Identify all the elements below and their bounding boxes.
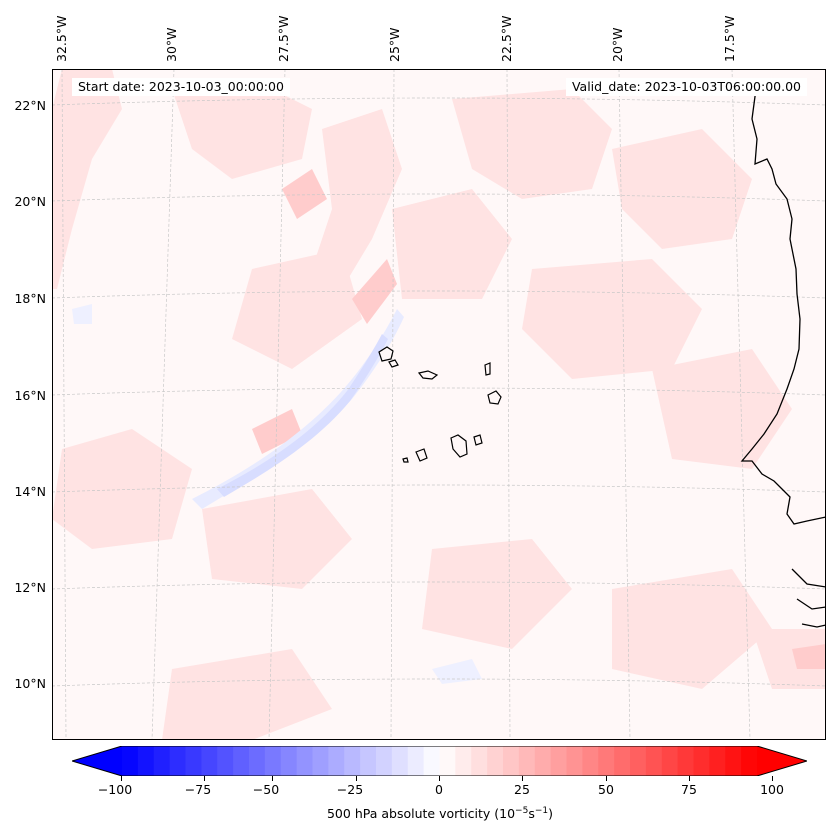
- lon-label: 32.5°W: [54, 15, 69, 62]
- colorbar-tickmark: [522, 776, 523, 781]
- colorbar-tick: 75: [681, 782, 697, 797]
- colorbar-swatch: [439, 746, 456, 776]
- colorbar-swatch: [455, 746, 472, 776]
- colorbar-swatch: [407, 746, 425, 776]
- lon-label: 20°W: [610, 27, 625, 62]
- colorbar-swatch: [741, 746, 758, 776]
- lon-label: 27.5°W: [276, 15, 291, 62]
- colorbar-swatch: [614, 746, 631, 776]
- colorbar-swatch: [693, 746, 710, 776]
- colorbar-tickmark: [439, 776, 440, 781]
- colorbar-label-close: ): [548, 806, 553, 822]
- map-area: [52, 69, 826, 740]
- graticule: [52, 69, 826, 740]
- colorbar-swatch: [630, 746, 647, 776]
- colorbar-swatch: [153, 746, 171, 776]
- vorticity-field: [52, 69, 826, 740]
- colorbar-swatch: [312, 746, 329, 776]
- colorbar-label-text: 500 hPa absolute vorticity (10: [326, 806, 516, 822]
- colorbar-label-exponent: −5: [515, 806, 529, 816]
- colorbar-swatch: [677, 746, 694, 776]
- positive-vorticity-strong: [252, 169, 826, 669]
- colorbar-tick: −100: [97, 782, 133, 797]
- colorbar-tick: 0: [435, 782, 443, 797]
- colorbar-tick: 25: [514, 782, 530, 797]
- lat-label: 18°N: [14, 291, 46, 306]
- colorbar-tick: −75: [184, 782, 212, 797]
- positive-vorticity-patches: [52, 69, 826, 740]
- colorbar-swatch: [534, 746, 552, 776]
- colorbar-tick: −25: [336, 782, 364, 797]
- colorbar-swatch: [137, 746, 155, 776]
- colorbar-swatch: [122, 746, 139, 776]
- colorbar-swatch: [376, 746, 393, 776]
- colorbar-tickmark: [121, 776, 122, 781]
- colorbar-swatch: [201, 746, 218, 776]
- colorbar-swatch: [280, 746, 298, 776]
- coastline: [740, 88, 826, 628]
- colorbar-extend-min: [72, 746, 122, 776]
- colorbar-swatch: [709, 746, 726, 776]
- colorbar-tickmark: [689, 776, 690, 781]
- colorbar-swatch: [423, 746, 440, 776]
- lat-label: 16°N: [14, 388, 46, 403]
- colorbar-tickmark: [606, 776, 607, 781]
- cape-verde-islands: [378, 346, 502, 463]
- colorbar-tick: 50: [598, 782, 614, 797]
- colorbar-swatch: [550, 746, 567, 776]
- colorbar-swatch: [169, 746, 186, 776]
- colorbar-swatch: [582, 746, 599, 776]
- colorbar-swatch: [471, 746, 488, 776]
- start-date-label: Start date: 2023-10-03_00:00:00: [72, 78, 290, 96]
- colorbar-swatch: [249, 746, 266, 776]
- colorbar-extend-max: [757, 746, 807, 776]
- colorbar-tick: 100: [760, 782, 784, 797]
- colorbar-swatch: [598, 746, 615, 776]
- colorbar-swatch: [725, 746, 742, 776]
- colorbar-tickmark: [272, 776, 273, 781]
- colorbar-swatch: [185, 746, 202, 776]
- colorbar-swatch: [344, 746, 361, 776]
- lat-label: 14°N: [14, 484, 46, 499]
- colorbar-swatch: [391, 746, 409, 776]
- colorbar-label-exponent: −1: [534, 806, 549, 816]
- colorbar-swatch: [503, 746, 520, 776]
- lon-label: 17.5°W: [722, 15, 737, 62]
- lon-label: 30°W: [164, 27, 179, 62]
- colorbar-swatch: [233, 746, 250, 776]
- colorbar-swatch: [645, 746, 663, 776]
- colorbar-tickmark: [204, 776, 205, 781]
- lat-label: 10°N: [14, 676, 46, 691]
- colorbar-tickmark: [356, 776, 357, 781]
- lat-label: 12°N: [14, 580, 46, 595]
- lon-label: 22.5°W: [499, 15, 514, 62]
- colorbar-swatch: [217, 746, 234, 776]
- colorbar-swatch: [296, 746, 313, 776]
- colorbar: [72, 746, 807, 776]
- colorbar-tick: −50: [252, 782, 280, 797]
- colorbar-swatch: [518, 746, 536, 776]
- colorbar-swatch: [360, 746, 377, 776]
- colorbar-swatch: [566, 746, 583, 776]
- colorbar-swatch: [487, 746, 504, 776]
- lat-label: 20°N: [14, 194, 46, 209]
- valid-date-label: Valid_date: 2023-10-03T06:00:00.00: [565, 78, 807, 96]
- colorbar-swatch: [264, 746, 282, 776]
- lat-label: 22°N: [14, 98, 46, 113]
- colorbar-swatch: [328, 746, 345, 776]
- colorbar-tickmark: [772, 776, 773, 781]
- negative-vorticity-filament: [72, 304, 482, 684]
- lon-label: 25°W: [387, 27, 402, 62]
- colorbar-label: 500 hPa absolute vorticity (10−5s−1): [0, 806, 837, 821]
- colorbar-swatch: [661, 746, 679, 776]
- colorbar-label-unit: s: [528, 806, 535, 822]
